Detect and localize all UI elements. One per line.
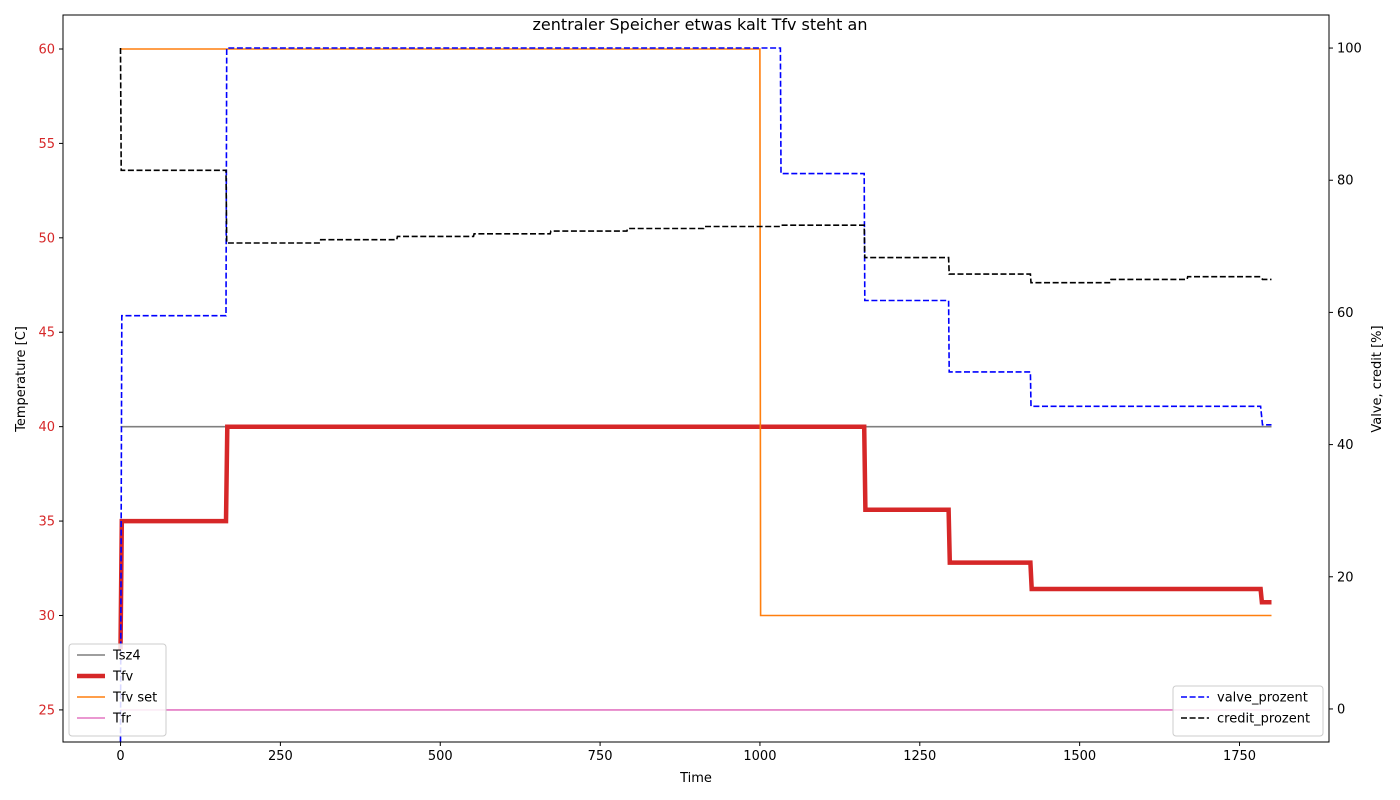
left-tick-label: 30 — [38, 609, 55, 624]
legend-label: Tsz4 — [112, 649, 141, 664]
left-tick-label: 45 — [38, 326, 55, 341]
left-tick-label: 55 — [38, 137, 55, 152]
plot-frame — [62, 14, 1330, 743]
x-tick-label: 1500 — [1063, 749, 1096, 764]
chart-title: zentraler Speicher etwas kalt Tfv steht … — [533, 15, 868, 34]
legend-box — [1172, 685, 1324, 737]
series-layer — [118, 47, 1272, 743]
left-tick-label: 40 — [38, 420, 55, 435]
legend-label: credit_prozent — [1217, 712, 1310, 727]
x-tick-label: 250 — [268, 749, 293, 764]
right-tick-label: 100 — [1337, 42, 1362, 57]
legend-left: Tsz4 Tfv Tfv set Tfr — [68, 643, 167, 737]
right-tick-label: 60 — [1337, 306, 1354, 321]
left-tick-label: 35 — [38, 515, 55, 530]
series-credit — [119, 47, 1272, 284]
x-axis-ticks: 0 250 500 750 1000 1250 1500 1750 — [116, 742, 1256, 764]
series-valve — [119, 47, 1272, 743]
x-tick-label: 1250 — [903, 749, 936, 764]
legend-label: Tfv set — [112, 691, 157, 706]
x-axis-label: Time — [679, 771, 712, 786]
x-tick-label: 1750 — [1223, 749, 1256, 764]
left-axis-ticks: 25 30 35 40 45 50 55 60 — [38, 42, 63, 718]
x-tick-label: 500 — [428, 749, 453, 764]
x-tick-label: 0 — [116, 749, 124, 764]
legend-right: valve_prozent credit_prozent — [1172, 685, 1324, 737]
series-tfv-set — [120, 48, 1272, 617]
x-tick-label: 1000 — [743, 749, 776, 764]
left-tick-label: 60 — [38, 42, 55, 57]
legend-box — [68, 643, 167, 737]
legend-label: Tfr — [112, 712, 132, 727]
right-axis-label: Valve, credit [%] — [1370, 325, 1385, 432]
left-tick-label: 50 — [38, 231, 55, 246]
legend-label: Tfv — [112, 670, 134, 685]
series-tfv — [118, 424, 1272, 650]
right-tick-label: 80 — [1337, 174, 1354, 189]
x-tick-label: 750 — [588, 749, 613, 764]
left-axis-label: Temperature [C] — [14, 326, 29, 433]
legend-label: valve_prozent — [1217, 691, 1308, 706]
right-tick-label: 40 — [1337, 438, 1354, 453]
right-tick-label: 20 — [1337, 570, 1354, 585]
right-tick-label: 0 — [1337, 702, 1345, 717]
left-tick-label: 25 — [38, 703, 55, 718]
right-axis-ticks: 0 20 40 60 80 100 — [1329, 42, 1362, 717]
